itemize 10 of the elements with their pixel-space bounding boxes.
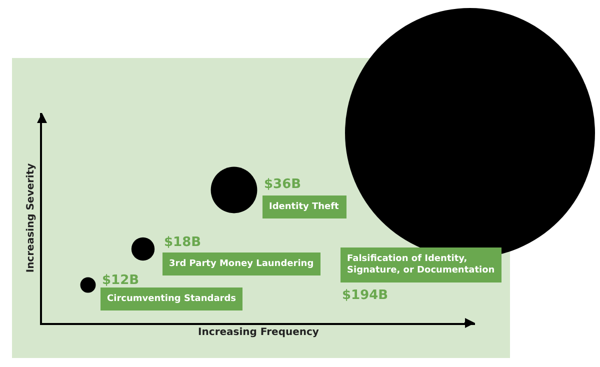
category-label: Circumventing Standards: [107, 294, 236, 304]
data-label: $194B: [342, 288, 388, 303]
text: Increasing Frequency: [198, 327, 320, 338]
data-label: $18B: [164, 235, 202, 250]
text: Increasing Severity: [26, 162, 36, 273]
category-label: 3rd Party Money Laundering: [169, 259, 314, 269]
data-label: $36B: [264, 177, 302, 192]
category-label: Identity Theft: [269, 202, 340, 212]
data-label: $12B: [102, 273, 140, 288]
category-label: Falsification of Identity, Signature, or Documentation: [347, 254, 495, 276]
